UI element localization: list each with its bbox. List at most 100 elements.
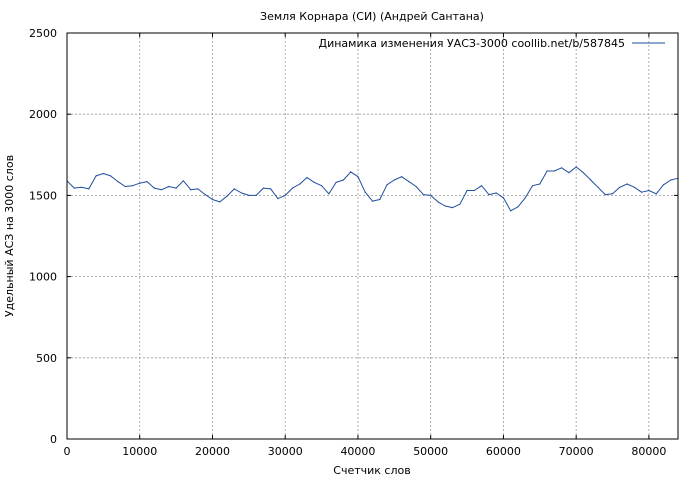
x-tick-label: 50000 [413, 445, 448, 458]
data-point [561, 167, 563, 169]
data-point [670, 179, 672, 181]
data-point [481, 185, 483, 187]
data-point [270, 188, 272, 190]
chart-title: Земля Корнара (СИ) (Андрей Сантана) [260, 10, 484, 23]
data-point [466, 189, 468, 192]
data-point [306, 176, 308, 179]
data-point [655, 193, 657, 195]
data-point [546, 170, 548, 172]
data-point [168, 185, 170, 188]
data-point [328, 193, 330, 195]
y-tick-label: 1000 [29, 271, 57, 284]
data-point [233, 188, 235, 190]
data-point [364, 191, 366, 193]
data-point [190, 189, 192, 191]
data-point [117, 181, 119, 183]
legend: Динамика изменения УАСЗ-3000 coollib.net… [319, 37, 665, 50]
data-point [510, 210, 512, 212]
data-point [495, 192, 497, 194]
data-point [255, 194, 257, 196]
data-point [124, 185, 126, 188]
data-point [299, 183, 301, 185]
data-point [633, 186, 636, 188]
data-point [131, 185, 134, 187]
data-point [284, 194, 286, 196]
data-point [662, 184, 665, 186]
data-point [619, 186, 621, 188]
x-tick-label: 60000 [486, 445, 521, 458]
data-point [415, 185, 417, 188]
x-tick-label: 70000 [559, 445, 594, 458]
data-point [488, 194, 490, 196]
x-tick-label: 30000 [268, 445, 303, 458]
data-point [204, 194, 206, 196]
data-point [321, 185, 323, 187]
y-tick-label: 500 [36, 352, 57, 365]
series-layer [66, 166, 679, 212]
data-point [182, 180, 184, 182]
data-point [582, 172, 585, 174]
data-point [393, 179, 395, 181]
x-tick-label: 40000 [340, 445, 375, 458]
data-point [451, 207, 454, 209]
data-point [342, 179, 344, 181]
y-tick-label: 1500 [29, 189, 57, 202]
data-point [175, 187, 177, 189]
data-point [568, 172, 570, 174]
data-point [611, 193, 614, 195]
data-point [350, 171, 352, 173]
data-point [430, 194, 432, 196]
y-axis-label: Удельный АСЗ на 3000 слов [3, 155, 16, 317]
data-point [531, 185, 534, 187]
data-point [604, 194, 606, 196]
data-point [575, 166, 577, 168]
data-point [110, 175, 112, 177]
data-point [626, 183, 628, 185]
data-point [248, 194, 250, 196]
x-tick-label: 80000 [631, 445, 666, 458]
data-point [102, 172, 104, 175]
legend-label: Динамика изменения УАСЗ-3000 coollib.net… [319, 37, 626, 50]
data-point [517, 206, 519, 208]
x-axis-label: Счетчик слов [333, 464, 410, 477]
data-point [88, 188, 90, 190]
grid-lines [67, 33, 678, 439]
data-point [386, 184, 388, 186]
data-point [335, 181, 337, 183]
y-tick-label: 2000 [29, 108, 57, 121]
data-point [226, 195, 228, 197]
data-point [553, 170, 555, 172]
data-point [590, 179, 592, 181]
data-point [379, 198, 381, 201]
data-point [648, 189, 650, 192]
data-point [401, 176, 403, 178]
data-point [80, 186, 83, 188]
data-point [211, 198, 214, 201]
data-point [444, 205, 446, 207]
data-point [262, 187, 264, 189]
data-point [502, 197, 504, 199]
data-point [277, 198, 279, 200]
data-point [459, 203, 461, 205]
y-tick-label: 2500 [29, 27, 57, 40]
data-point [539, 183, 541, 185]
data-point [153, 187, 155, 189]
data-point [241, 192, 243, 194]
data-point [146, 181, 148, 183]
data-point [73, 187, 75, 189]
data-point [95, 175, 97, 177]
data-point [597, 186, 599, 188]
data-point [161, 189, 163, 191]
data-point [408, 181, 410, 183]
x-tick-label: 10000 [122, 445, 157, 458]
y-tick-label: 0 [50, 433, 57, 446]
data-point [219, 201, 221, 203]
x-tick-label: 20000 [195, 445, 230, 458]
data-point [437, 201, 439, 203]
data-point [291, 187, 294, 189]
x-tick-label: 0 [64, 445, 71, 458]
plot-frame [66, 32, 679, 440]
data-point [524, 197, 526, 199]
